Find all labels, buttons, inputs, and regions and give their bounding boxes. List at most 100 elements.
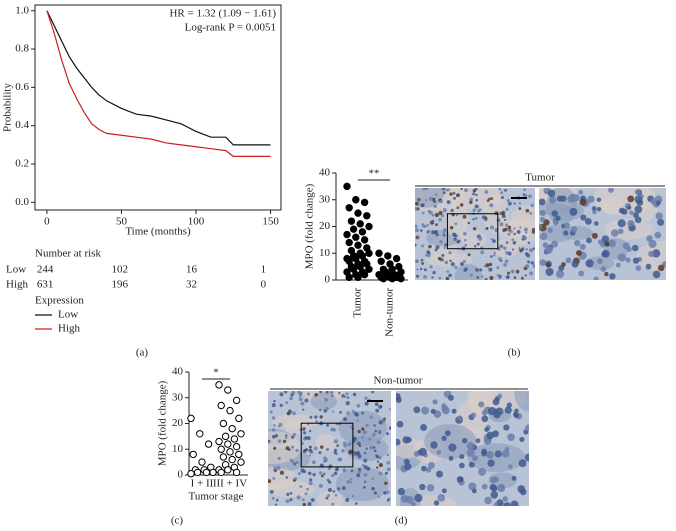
cell (539, 232, 548, 241)
cell (421, 223, 425, 226)
cell (417, 197, 421, 202)
cell (307, 502, 312, 506)
cell (502, 496, 508, 502)
cell (362, 486, 366, 489)
data-point (217, 468, 225, 477)
cell (464, 267, 468, 271)
x-tick-label: Tumor (352, 288, 364, 318)
cell (298, 393, 303, 397)
x-tick-label: I + II (191, 478, 214, 490)
data-point (187, 470, 195, 478)
cell (363, 451, 367, 455)
cell (306, 487, 309, 491)
cell (512, 240, 517, 245)
cell (490, 237, 493, 241)
cell (417, 236, 420, 239)
cell (511, 475, 517, 481)
data-point (365, 265, 373, 273)
cell (336, 487, 341, 491)
cell (507, 225, 512, 230)
cell (319, 415, 323, 419)
cell (325, 391, 329, 394)
cell (547, 189, 556, 198)
tissue-patch (316, 490, 344, 506)
data-point (365, 222, 373, 231)
data-point (365, 249, 373, 257)
y-tick-label: 40 (319, 167, 331, 179)
cell (327, 493, 331, 498)
cell (421, 211, 425, 215)
cell (304, 436, 308, 440)
cell (597, 258, 603, 265)
cell (290, 459, 295, 464)
cell (415, 243, 417, 247)
tissue-patch (424, 423, 477, 459)
cell (648, 250, 655, 258)
cell (488, 262, 493, 267)
cell (489, 275, 494, 280)
cell (607, 188, 614, 193)
cell (345, 401, 350, 406)
cell (524, 274, 527, 277)
cell (497, 393, 503, 399)
cell (278, 422, 283, 427)
cell (551, 240, 559, 248)
cell (472, 192, 476, 196)
cell (490, 225, 495, 230)
cell (453, 237, 457, 241)
panel-label: (d) (395, 515, 408, 527)
cell (279, 470, 284, 475)
cell (271, 403, 276, 408)
cell (371, 391, 375, 394)
cell (356, 419, 359, 422)
cell (475, 193, 478, 197)
y-tick-label: 0.2 (15, 158, 29, 170)
cell (415, 201, 419, 206)
cell (308, 481, 313, 486)
cell (364, 396, 368, 400)
annotation: Log-rank P = 0.0051 (185, 22, 276, 34)
cell (617, 219, 626, 228)
cell (371, 486, 375, 491)
cell (532, 264, 535, 268)
cell (450, 208, 454, 212)
cell (295, 448, 299, 453)
cell (474, 188, 478, 191)
cell (293, 477, 298, 481)
cell (498, 276, 501, 280)
cell (442, 191, 446, 195)
cell (309, 478, 313, 482)
cell (469, 273, 473, 277)
cell (342, 468, 347, 473)
cell (273, 424, 276, 427)
data-point (356, 220, 364, 228)
cell (413, 451, 420, 457)
cell (303, 431, 307, 435)
cell (314, 392, 318, 397)
cell (302, 502, 307, 506)
cell (506, 271, 510, 275)
cell (429, 265, 433, 269)
cell (435, 245, 440, 250)
cell (506, 402, 512, 408)
cell (415, 206, 418, 211)
cell (463, 231, 467, 236)
cell (271, 496, 275, 500)
cell (361, 411, 364, 415)
cell (273, 468, 278, 473)
cell (361, 463, 365, 467)
cell (446, 270, 449, 273)
cell (604, 271, 609, 277)
cell (627, 195, 635, 203)
cell (563, 230, 569, 236)
data-point (354, 273, 362, 282)
cell (516, 230, 521, 234)
cell (525, 264, 530, 269)
cell (323, 460, 326, 463)
cell (485, 263, 490, 268)
cell (289, 491, 293, 495)
data-point (219, 419, 228, 428)
cell (425, 254, 428, 257)
cell (314, 415, 318, 419)
data-point (226, 448, 234, 456)
